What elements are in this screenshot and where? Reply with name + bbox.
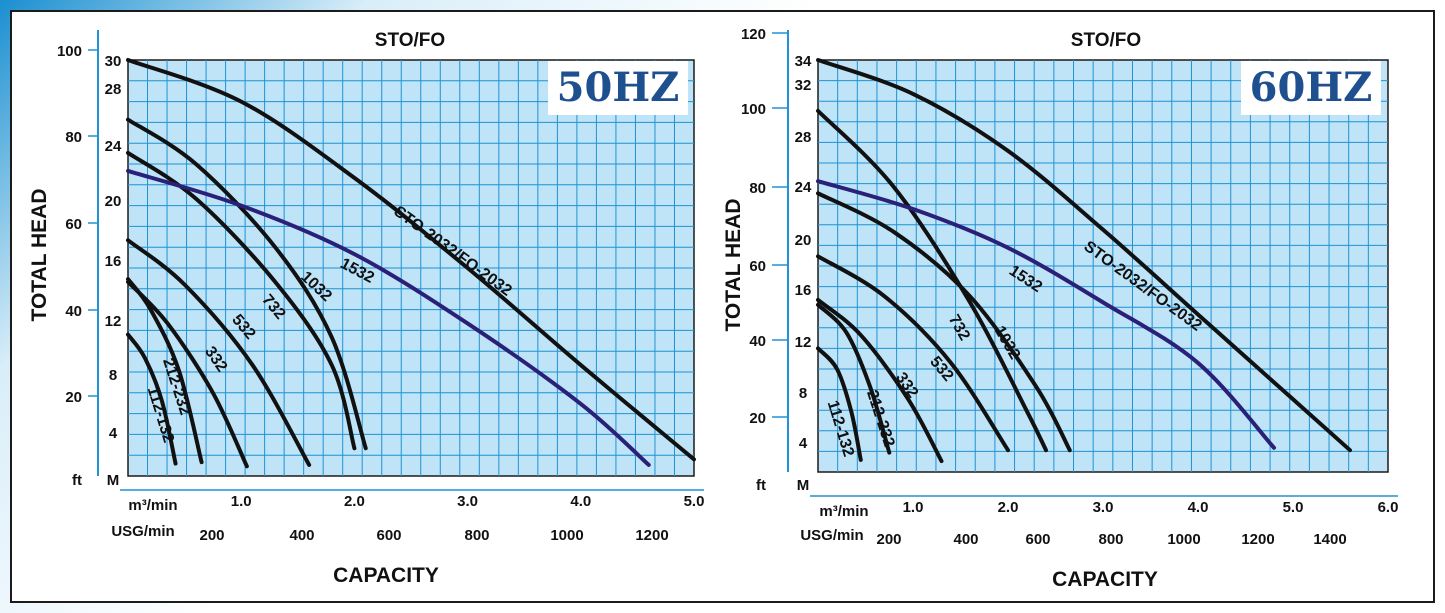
- head-m-tick-label: 12: [795, 334, 812, 351]
- head-ft-unit: ft: [756, 477, 766, 494]
- capacity-usg-unit: USG/min: [111, 523, 174, 540]
- y-axis-label: TOTAL HEAD: [722, 198, 745, 331]
- capacity-m3-tick-label: 3.0: [457, 493, 478, 510]
- head-m-tick-label: 20: [795, 232, 812, 249]
- capacity-m3-tick-label: 2.0: [998, 499, 1019, 516]
- frequency-badge: 50HZ: [557, 64, 680, 111]
- head-ft-tick-label: 80: [65, 129, 82, 146]
- capacity-usg-tick-label: 1000: [550, 527, 583, 544]
- chart-panel-60hz: [772, 30, 1398, 497]
- capacity-usg-tick-label: 1200: [1241, 531, 1274, 548]
- head-m-tick-label: 30: [105, 53, 122, 70]
- curve-332: [126, 279, 249, 469]
- head-m-tick-label: 28: [795, 129, 812, 146]
- head-m-tick-label: 24: [105, 138, 122, 155]
- frequency-badge: 60HZ: [1250, 64, 1373, 111]
- curve-1532: [816, 179, 1276, 450]
- capacity-usg-tick-label: 400: [289, 527, 314, 544]
- capacity-usg-tick-label: 1000: [1167, 531, 1200, 548]
- capacity-m3-unit: m³/min: [819, 503, 868, 520]
- head-m-unit: M: [797, 477, 810, 494]
- head-ft-tick-label: 40: [749, 333, 766, 350]
- head-ft-tick-label: 40: [65, 303, 82, 320]
- head-m-tick-label: 28: [105, 81, 122, 98]
- head-m-tick-label: 32: [795, 77, 812, 94]
- capacity-usg-tick-label: 200: [876, 531, 901, 548]
- head-ft-tick-label: 20: [65, 389, 82, 406]
- capacity-m3-tick-label: 1.0: [231, 493, 252, 510]
- chart-title: STO/FO: [1071, 30, 1141, 51]
- head-ft-tick-label: 100: [741, 101, 766, 118]
- curve-112-132: [126, 332, 178, 466]
- capacity-m3-tick-label: 1.0: [903, 499, 924, 516]
- capacity-m3-tick-label: 4.0: [1188, 499, 1209, 516]
- head-m-tick-label: 4: [799, 435, 808, 452]
- capacity-m3-unit: m³/min: [128, 497, 177, 514]
- curve-332: [816, 297, 944, 464]
- curve-112-132: [816, 346, 863, 462]
- head-m-tick-label: 24: [795, 179, 812, 196]
- head-m-tick-label: 34: [795, 53, 812, 70]
- capacity-usg-tick-label: 400: [953, 531, 978, 548]
- capacity-usg-tick-label: 600: [1025, 531, 1050, 548]
- head-m-tick-label: 16: [795, 282, 812, 299]
- head-m-tick-label: 4: [109, 425, 118, 442]
- capacity-usg-tick-label: 1200: [635, 527, 668, 544]
- head-ft-unit: ft: [72, 472, 82, 489]
- curve-sto-2032-fo-2032: [816, 58, 1352, 453]
- capacity-usg-tick-label: 600: [376, 527, 401, 544]
- frequency-badge-box: [548, 61, 688, 115]
- curve-532: [816, 254, 1010, 453]
- capacity-usg-unit: USG/min: [800, 527, 863, 544]
- grid: [818, 60, 1388, 472]
- curve-732: [816, 108, 1048, 453]
- head-ft-tick-label: 60: [65, 216, 82, 233]
- head-m-tick-label: 20: [105, 193, 122, 210]
- x-axis-label: CAPACITY: [333, 564, 439, 587]
- head-ft-tick-label: 80: [749, 180, 766, 197]
- head-ft-tick-label: 20: [749, 410, 766, 427]
- curve-532: [126, 238, 312, 467]
- capacity-usg-tick-label: 1400: [1313, 531, 1346, 548]
- chart-panel-50hz: [88, 30, 704, 491]
- frequency-badge-box: [1241, 61, 1381, 115]
- x-axis-label: CAPACITY: [1052, 568, 1158, 591]
- capacity-m3-tick-label: 5.0: [684, 493, 705, 510]
- capacity-usg-tick-label: 800: [1098, 531, 1123, 548]
- head-ft-tick-label: 100: [57, 43, 82, 60]
- head-m-tick-label: 8: [109, 367, 117, 384]
- curve-212-232: [816, 302, 892, 455]
- capacity-m3-tick-label: 4.0: [570, 493, 591, 510]
- capacity-m3-tick-label: 5.0: [1283, 499, 1304, 516]
- head-m-tick-label: 8: [799, 385, 807, 402]
- head-m-tick-label: 12: [105, 313, 122, 330]
- curve-1032: [126, 117, 368, 451]
- grid: [128, 60, 694, 476]
- capacity-usg-tick-label: 200: [199, 527, 224, 544]
- capacity-m3-tick-label: 2.0: [344, 493, 365, 510]
- curve-1532: [126, 168, 651, 467]
- curve-sto-2032-fo-2032: [126, 58, 696, 462]
- head-ft-tick-label: 120: [741, 26, 766, 43]
- curve-1032: [816, 191, 1072, 453]
- capacity-m3-tick-label: 6.0: [1378, 499, 1399, 516]
- chart-title: STO/FO: [375, 30, 445, 51]
- capacity-m3-tick-label: 3.0: [1093, 499, 1114, 516]
- head-m-unit: M: [107, 472, 120, 489]
- y-axis-label: TOTAL HEAD: [28, 188, 51, 321]
- head-m-tick-label: 16: [105, 253, 122, 270]
- capacity-usg-tick-label: 800: [464, 527, 489, 544]
- head-ft-tick-label: 60: [749, 258, 766, 275]
